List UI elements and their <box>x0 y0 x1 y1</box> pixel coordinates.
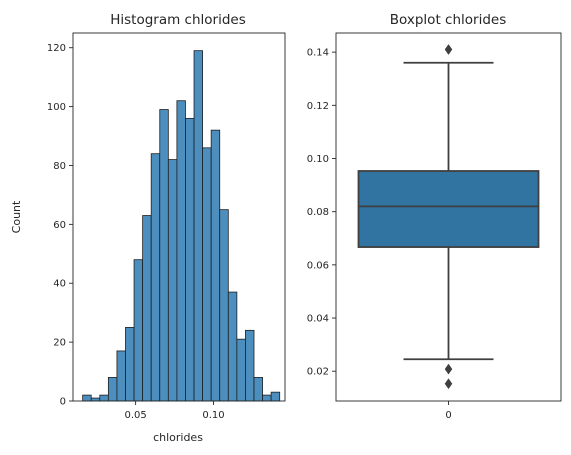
histogram-y-ticks: 0 20 40 60 80 100 120 <box>47 43 73 408</box>
histogram-x-ticks: 0.05 0.10 <box>124 401 225 421</box>
histogram-bar <box>253 377 263 402</box>
boxplot-y-tick-label: 0.02 <box>307 367 329 378</box>
boxplot-y-tick-label: 0.14 <box>307 48 329 59</box>
histogram-frame <box>72 32 286 402</box>
histogram-title: Histogram chlorides <box>110 12 246 28</box>
boxplot-panel: Boxplot chlorides 0.020.040.060.080.100.… <box>307 12 562 421</box>
boxplot-x-tick-label: 0 <box>445 410 451 421</box>
boxplot-y-tick-label: 0.08 <box>307 207 329 218</box>
histogram-y-tick-label: 0 <box>60 397 66 408</box>
histogram-y-tick-label: 100 <box>47 102 66 113</box>
histogram-bar <box>227 291 238 402</box>
outlier-point <box>444 44 453 55</box>
histogram-y-tick-label: 60 <box>53 220 66 231</box>
outlier-point <box>444 363 453 375</box>
histogram-x-label: chlorides <box>153 431 203 444</box>
boxplot-y-ticks: 0.02 0.04 0.06 0.08 0.10 0.12 0.14 <box>307 48 336 378</box>
histogram-bar <box>176 100 186 402</box>
histogram-bar <box>125 326 135 402</box>
histogram-bar <box>116 350 126 402</box>
histogram-bar <box>150 153 161 402</box>
histogram-x-tick-label: 0.05 <box>124 410 146 421</box>
box-iqr <box>357 170 540 248</box>
boxplot-y-tick-label: 0.04 <box>307 314 329 325</box>
histogram-bar <box>219 209 229 402</box>
histogram-bar <box>262 394 272 402</box>
outlier-point <box>444 378 453 390</box>
histogram-bar <box>236 338 246 402</box>
boxplot-y-tick-label: 0.12 <box>307 101 329 112</box>
histogram-bars <box>82 50 281 402</box>
histogram-bar <box>142 215 152 402</box>
boxplot-y-tick-label: 0.06 <box>307 260 329 271</box>
histogram-bar <box>210 129 221 402</box>
histogram-bar <box>167 159 178 402</box>
histogram-panel: Histogram chlorides 0 20 40 60 80 100 120 0.05… <box>10 12 286 444</box>
boxplot-x-ticks: 0 <box>445 401 452 421</box>
histogram-bar <box>133 259 144 402</box>
histogram-bar <box>107 377 118 402</box>
boxplot-title: Boxplot chlorides <box>390 12 506 28</box>
histogram-y-tick-label: 40 <box>53 279 66 290</box>
boxplot-marks <box>357 44 540 390</box>
histogram-bar <box>202 147 212 402</box>
histogram-bar <box>159 109 169 402</box>
histogram-y-label: Count <box>10 200 23 233</box>
histogram-y-tick-label: 20 <box>53 338 66 349</box>
histogram-bar <box>185 117 195 402</box>
histogram-bar <box>193 50 203 402</box>
histogram-y-tick-label: 80 <box>53 161 66 172</box>
boxplot-y-tick-label: 0.10 <box>307 154 329 165</box>
histogram-bar <box>82 394 92 402</box>
histogram-bar <box>245 329 255 402</box>
histogram-x-tick-label: 0.10 <box>202 410 224 421</box>
histogram-bar <box>99 394 109 402</box>
histogram-y-tick-label: 120 <box>47 43 66 54</box>
histogram-bar <box>270 391 281 402</box>
